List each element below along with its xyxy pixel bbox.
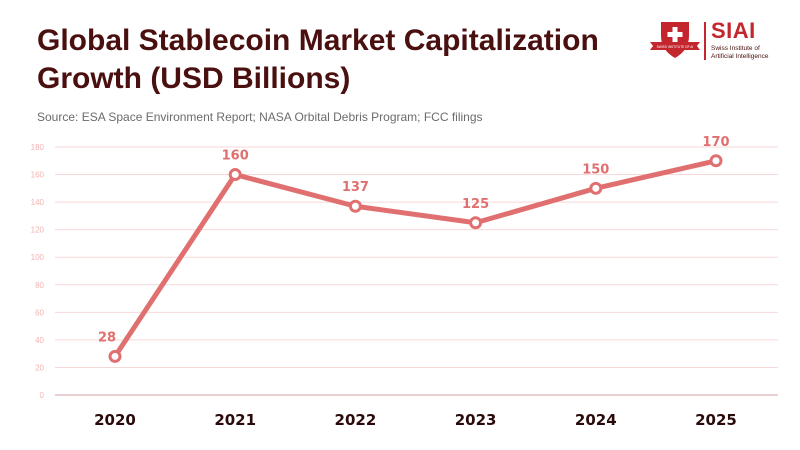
x-tick-label: 2021: [214, 411, 256, 429]
data-label: 125: [462, 197, 489, 212]
x-tick-label: 2025: [695, 411, 737, 429]
chart-title: Global Stablecoin Market Capitalization …: [37, 24, 599, 95]
data-label: 28: [98, 330, 116, 345]
y-tick-label: 40: [35, 336, 44, 345]
x-tick-label: 2022: [335, 411, 377, 429]
gridlines: [55, 146, 778, 396]
x-tick-label: 2020: [94, 411, 136, 429]
y-tick-label: 0: [40, 391, 45, 400]
series: [108, 154, 723, 363]
logo-divider: [704, 22, 706, 60]
data-label: 170: [702, 135, 729, 150]
data-label: 160: [222, 149, 249, 164]
data-label: 137: [342, 180, 369, 195]
x-tick-label: 2023: [455, 411, 497, 429]
data-label: 150: [582, 162, 609, 177]
y-tick-label: 140: [31, 198, 45, 207]
y-tick-label: 120: [31, 226, 45, 235]
data-labels: 28 160 137 125 150 170: [98, 135, 730, 346]
y-axis-ticks: 0 20 40 60 80 100 120 140 160 180: [31, 143, 45, 400]
y-tick-label: 100: [31, 253, 45, 262]
data-point: [589, 181, 603, 195]
series-line: [112, 158, 719, 359]
data-point: [469, 216, 483, 230]
logo-subtitle: Swiss Institute of Artificial Intelligen…: [711, 45, 769, 60]
swiss-shield-icon: SWISS INSTITUTE OF AI: [650, 22, 700, 58]
logo-name: SIAI: [711, 18, 756, 43]
data-point: [108, 349, 122, 363]
data-point: [228, 168, 242, 182]
data-point: [348, 199, 362, 213]
y-tick-label: 160: [31, 171, 45, 180]
y-tick-label: 180: [31, 143, 45, 152]
y-tick-label: 20: [35, 363, 44, 372]
x-tick-label: 2024: [575, 411, 617, 429]
source-note: Source: ESA Space Environment Report; NA…: [37, 110, 483, 124]
y-tick-label: 80: [35, 281, 44, 290]
data-point: [709, 154, 723, 168]
logo-banner-text: SWISS INSTITUTE OF AI: [657, 45, 694, 49]
siai-logo: SWISS INSTITUTE OF AI SIAI Swiss Institu…: [648, 18, 778, 62]
y-tick-label: 60: [35, 308, 44, 317]
x-axis-ticks: 2020 2021 2022 2023 2024 2025: [94, 411, 737, 429]
